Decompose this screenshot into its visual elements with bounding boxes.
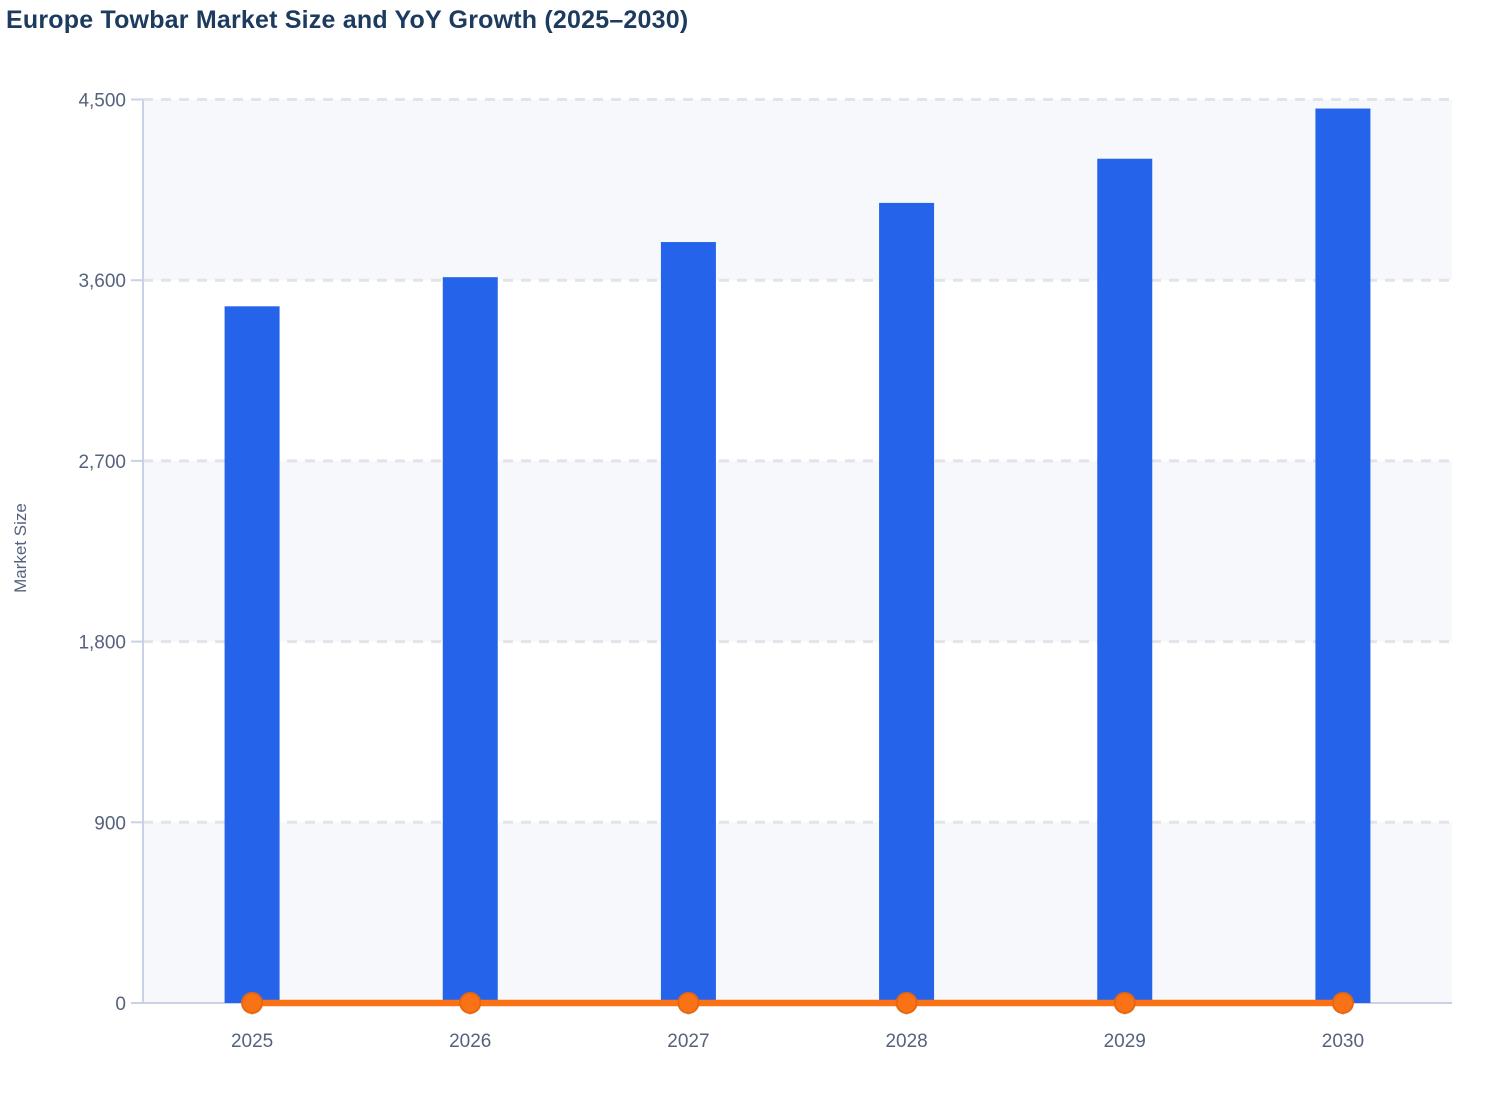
y-tick-label: 3,600: [78, 271, 126, 292]
bar-2029: [1097, 158, 1153, 1004]
grid-band: [143, 99, 1452, 281]
chart-title: Europe Towbar Market Size and YoY Growth…: [6, 6, 689, 34]
x-tick-label-2027: 2027: [667, 1031, 709, 1052]
grid-band: [143, 822, 1452, 1003]
x-tick-label-2028: 2028: [885, 1031, 927, 1052]
y-tick-label: 4,500: [78, 91, 126, 112]
bar-2025: [224, 306, 280, 1003]
yoy-marker-2025: [241, 992, 264, 1014]
yoy-marker-2026: [459, 992, 482, 1014]
yoy-marker-2027: [677, 992, 700, 1014]
yoy-marker-2028: [895, 992, 918, 1014]
bar-2026: [442, 277, 498, 1003]
grid-band: [143, 460, 1452, 642]
x-tick-label-2025: 2025: [231, 1031, 273, 1052]
y-tick-label: 2,700: [78, 452, 126, 473]
yoy-marker-2030: [1331, 992, 1354, 1014]
y-tick-label: 0: [115, 994, 126, 1015]
yoy-marker-2029: [1113, 992, 1136, 1014]
bar-2028: [879, 202, 935, 1003]
y-tick-label: 1,800: [78, 633, 126, 654]
bar-2027: [660, 242, 716, 1003]
x-tick-label-2029: 2029: [1104, 1031, 1146, 1052]
x-tick-label-2030: 2030: [1322, 1031, 1364, 1052]
y-tick-label: 900: [94, 813, 126, 834]
bar-2030: [1315, 108, 1371, 1003]
x-tick-label-2026: 2026: [449, 1031, 491, 1052]
